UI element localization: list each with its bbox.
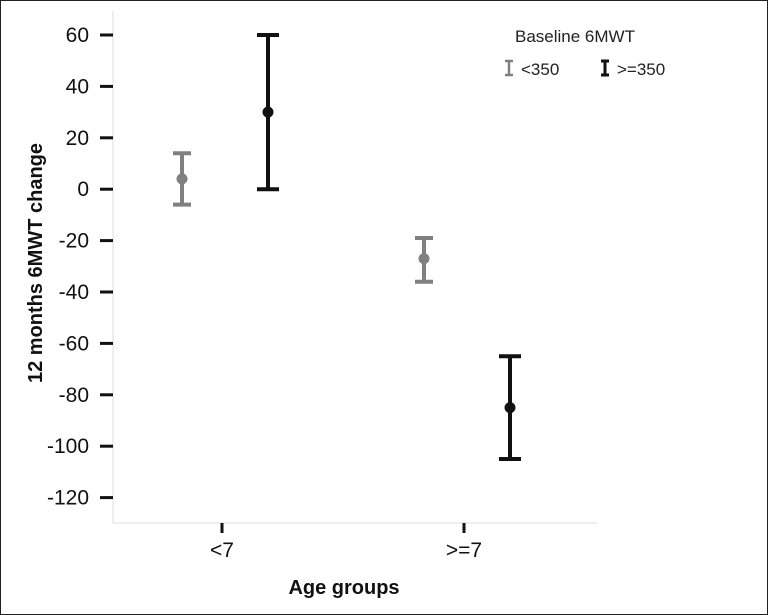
mean-point bbox=[418, 253, 430, 265]
legend-symbol-icon bbox=[601, 59, 609, 77]
y-axis-title: 12 months 6MWT change bbox=[25, 143, 47, 383]
mean-point bbox=[504, 402, 516, 414]
error-bar-ge350-ge7 bbox=[499, 354, 521, 462]
mean-point bbox=[262, 106, 274, 118]
legend-item: >=350 bbox=[601, 59, 665, 79]
y-tick-label: -80 bbox=[59, 384, 89, 407]
legend-items: <350 >=350 bbox=[505, 59, 665, 79]
y-tick-label: -100 bbox=[47, 435, 89, 458]
y-tick-label: -60 bbox=[59, 332, 89, 355]
y-axis-ticks: 60 40 20 0 -20 -40 -60 -80 -100 -120 bbox=[47, 24, 113, 510]
x-axis-title: Age groups bbox=[288, 577, 399, 599]
x-axis-ticks: <7 >=7 bbox=[210, 523, 482, 562]
y-tick-label: 40 bbox=[66, 75, 89, 98]
x-tick-label: >=7 bbox=[446, 539, 482, 562]
y-tick-label: 0 bbox=[77, 178, 89, 201]
y-tick-label: 20 bbox=[66, 127, 89, 150]
error-bar-ge350-lt7 bbox=[257, 33, 279, 192]
error-bar-lt350-lt7 bbox=[173, 151, 191, 207]
legend-title: Baseline 6MWT bbox=[515, 27, 635, 46]
y-tick-label: 60 bbox=[66, 24, 89, 47]
y-tick-label: -20 bbox=[59, 230, 89, 253]
y-tick-label: -120 bbox=[47, 487, 89, 510]
legend: Baseline 6MWT <350 >=350 bbox=[505, 27, 665, 79]
error-bars bbox=[173, 33, 521, 462]
error-bar-lt350-ge7 bbox=[415, 236, 433, 284]
legend-label: >=350 bbox=[617, 60, 665, 79]
legend-symbol-icon bbox=[505, 59, 513, 77]
axes bbox=[112, 11, 597, 524]
legend-label: <350 bbox=[521, 60, 559, 79]
mean-point bbox=[176, 173, 188, 185]
legend-item: <350 bbox=[505, 59, 559, 79]
x-tick-label: <7 bbox=[210, 539, 234, 562]
y-tick-label: -40 bbox=[59, 281, 89, 304]
